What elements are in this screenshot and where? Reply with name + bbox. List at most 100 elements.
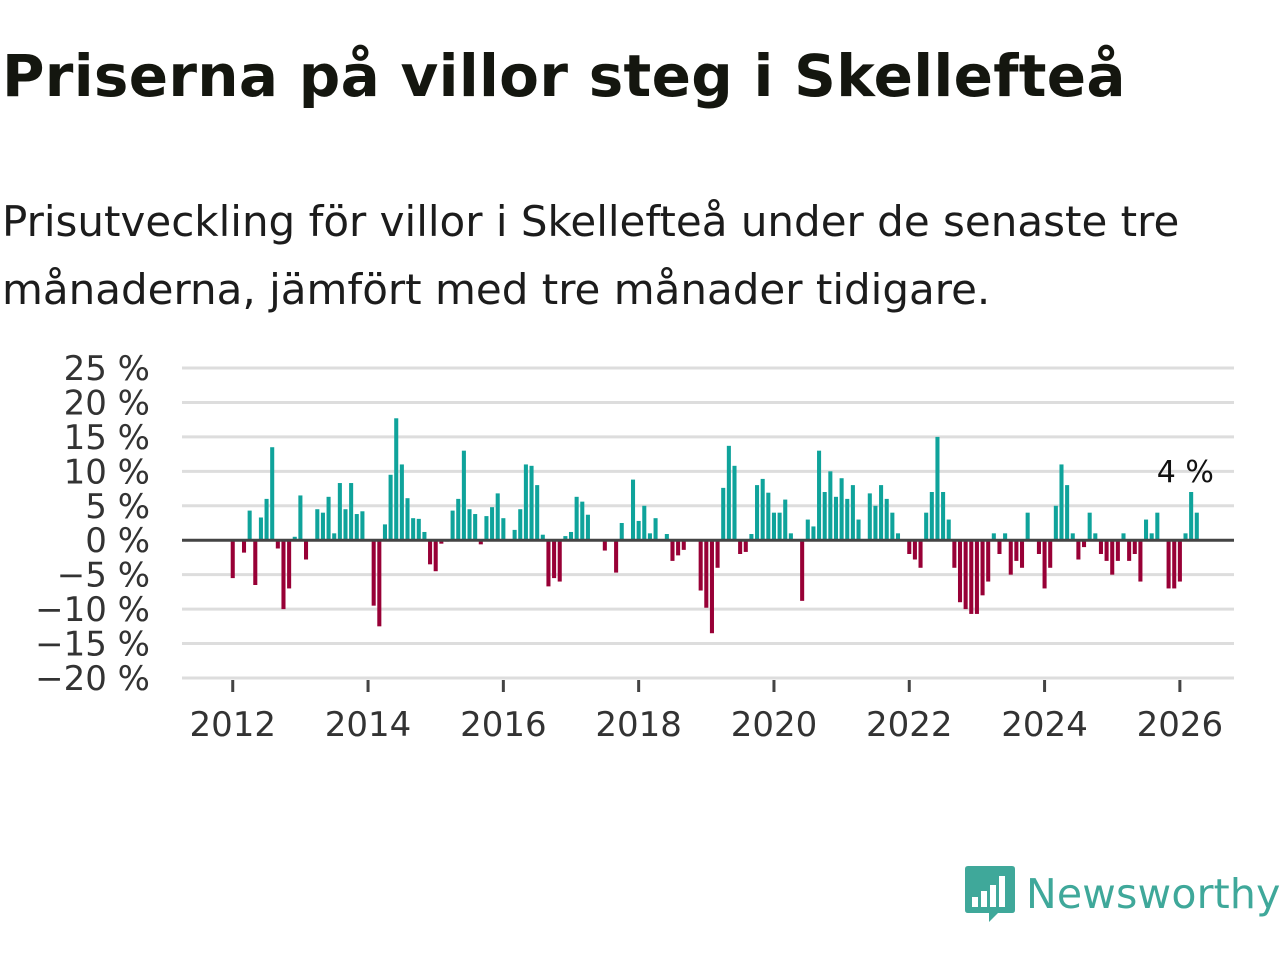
bar [1014,540,1019,561]
bar [501,518,506,541]
bar [518,509,523,541]
bar [382,524,387,541]
bar [681,540,686,550]
bar [828,471,833,541]
y-tick-label: −15 % [35,625,150,665]
bar [907,540,912,554]
bar [980,540,985,596]
bar [281,540,286,610]
x-tick-label: 2018 [595,705,682,745]
bar [1008,540,1013,575]
bar [490,507,495,541]
bar [574,496,579,541]
bar [1087,512,1092,541]
bar [422,531,427,541]
bar [304,540,309,560]
bar [394,418,399,541]
bar [732,465,737,541]
bar [1025,512,1030,541]
bar [320,512,325,541]
bar [760,478,765,541]
x-tick-label: 2012 [189,705,276,745]
bar [946,519,951,541]
bar [912,540,917,560]
bar [247,510,252,541]
brand-name: Newsworthy [1026,870,1280,918]
bar [1127,540,1132,561]
bar [264,498,269,541]
bar [986,540,991,582]
bar [552,540,557,579]
bar [258,517,263,541]
bar [636,520,641,541]
bar [388,474,393,541]
bar [253,540,258,585]
bar [721,487,726,541]
bar [433,540,438,572]
x-tick-label: 2020 [731,705,818,745]
bar [755,485,760,541]
bar [1093,533,1098,541]
bar [292,536,297,541]
bar [879,485,884,541]
bar [653,518,658,541]
bar [523,464,528,541]
bar [585,514,590,541]
bar [704,540,709,608]
bar [1076,540,1081,560]
bar [1177,540,1182,582]
bar [974,540,979,614]
bar [270,447,275,541]
y-tick-label: 25 % [64,349,150,389]
bar [783,499,788,541]
x-tick-label: 2026 [1137,705,1224,745]
bar [839,478,844,541]
y-tick-label: −10 % [35,590,150,630]
y-tick-label: 0 % [85,521,150,561]
bar [529,465,534,541]
bar [315,509,320,541]
x-axis-labels: 2012 2014 2016 2018 2020 2022 2024 2026 [189,680,1223,745]
bar [461,450,466,541]
bar [456,498,461,541]
y-tick-label: −5 % [57,556,150,596]
bar [349,483,354,541]
bar [557,540,562,582]
bar [428,540,433,565]
bar [833,496,839,541]
bar [1098,540,1103,554]
bar [856,519,861,541]
bar [614,540,619,573]
bar [1115,540,1120,561]
bar [1155,512,1160,541]
bar [360,511,365,541]
bar [749,534,754,541]
bar [1189,492,1194,541]
bar [275,540,280,549]
bar [1166,540,1171,589]
bar [287,540,292,589]
bar [777,512,782,541]
bar [1104,540,1109,561]
bar [473,514,478,541]
bar [738,540,743,554]
bar [743,540,748,552]
bar [563,536,568,541]
y-tick-label: 15 % [64,418,150,458]
bar [439,540,444,544]
bar [1183,533,1188,541]
bar [1065,485,1070,541]
x-tick-label: 2022 [866,705,953,745]
bar [890,512,895,541]
bar [1121,533,1126,541]
bar [241,540,247,553]
bar [1149,533,1154,541]
bar [929,492,934,541]
bar [766,492,771,541]
bar [805,519,810,541]
bar [664,534,669,541]
bar [709,540,714,634]
bar [918,540,923,568]
bar [726,445,731,541]
bar [546,540,551,587]
